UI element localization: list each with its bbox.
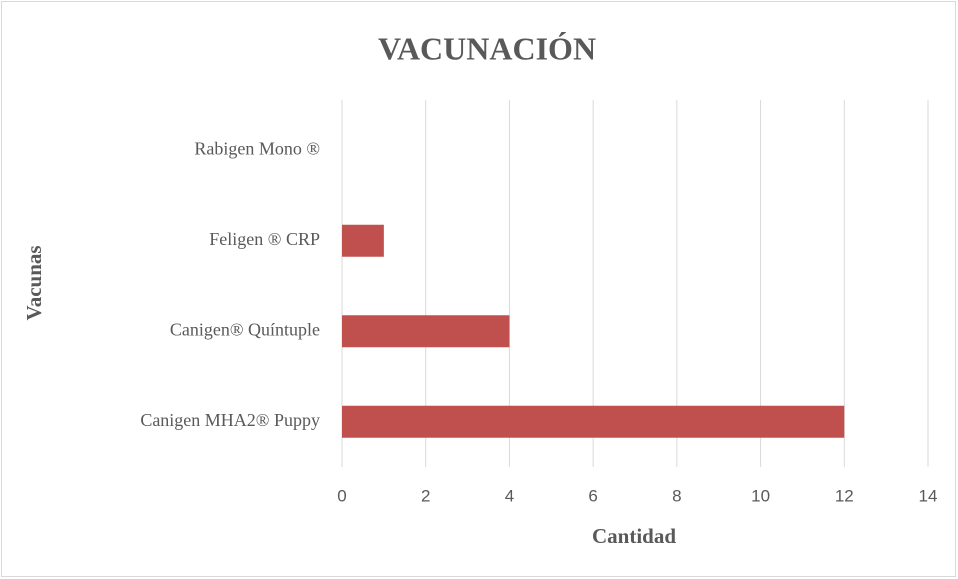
bar <box>342 405 845 438</box>
x-tick-label: 10 <box>751 486 770 505</box>
x-tick-label: 8 <box>672 486 681 505</box>
x-tick-label: 12 <box>835 486 854 505</box>
y-axis-label: Vacunas <box>22 245 46 320</box>
x-tick-label: 4 <box>505 486 514 505</box>
y-tick-label: Canigen® Quíntuple <box>170 319 320 339</box>
x-tick-label: 0 <box>337 486 346 505</box>
bar <box>342 315 510 348</box>
y-tick-label: Feligen ® CRP <box>209 229 320 249</box>
bar <box>342 224 384 257</box>
x-tick-label: 14 <box>919 486 938 505</box>
chart-title: VACUNACIÓN <box>378 30 596 66</box>
y-tick-label: Canigen MHA2® Puppy <box>140 410 320 430</box>
x-tick-label: 2 <box>421 486 430 505</box>
x-tick-label: 6 <box>588 486 597 505</box>
x-axis-label: Cantidad <box>592 524 676 548</box>
y-tick-label: Rabigen Mono ® <box>194 138 320 158</box>
